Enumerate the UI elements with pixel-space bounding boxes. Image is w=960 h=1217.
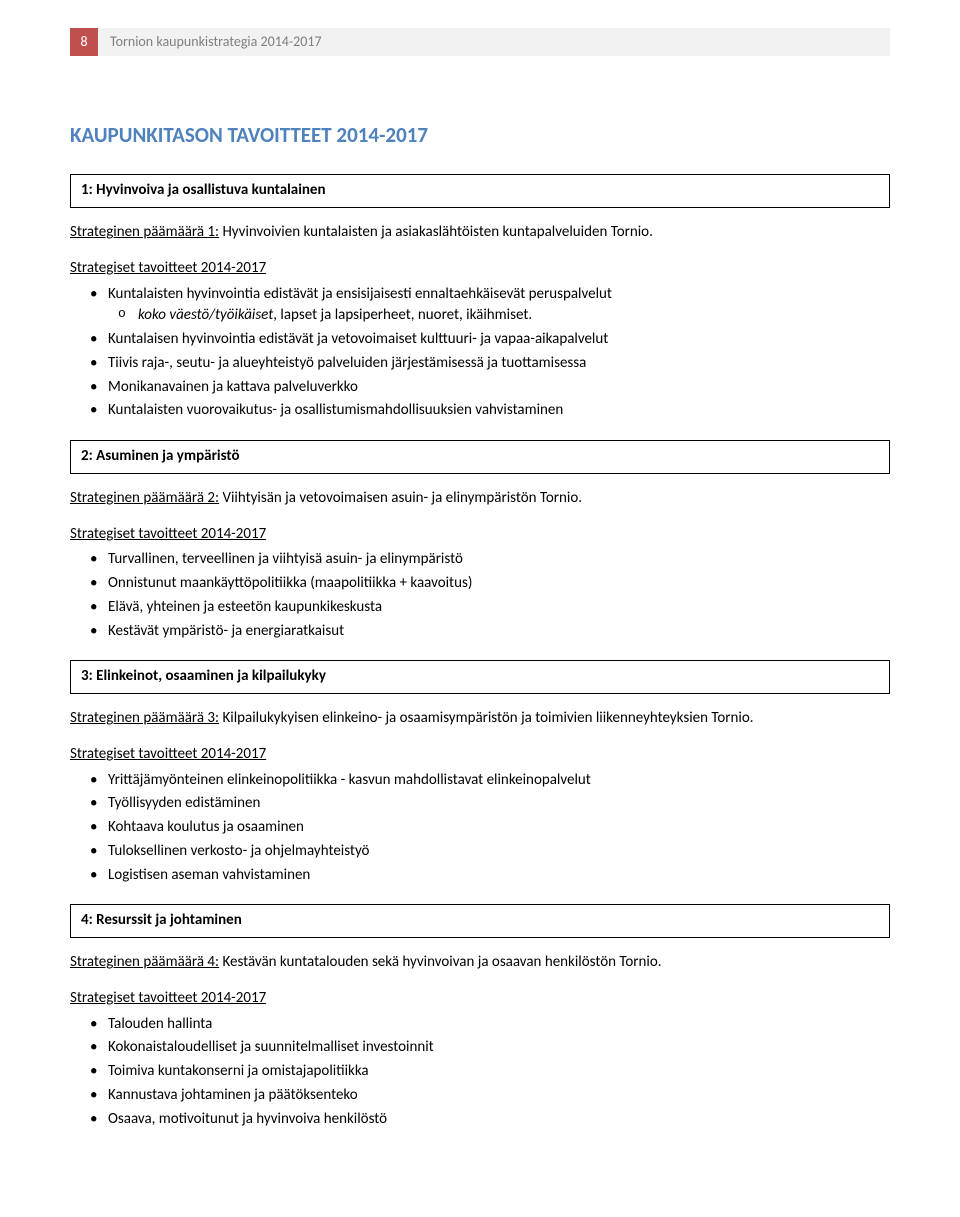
list-item: Osaava, motivoitunut ja hyvinvoiva henki… bbox=[108, 1109, 890, 1131]
list-heading-3: Strategiset tavoitteet 2014-2017 bbox=[70, 744, 890, 766]
list-item: Elävä, yhteinen ja esteetön kaupunkikesk… bbox=[108, 597, 890, 619]
list-item: Työllisyyden edistäminen bbox=[108, 793, 890, 815]
list-heading-4: Strategiset tavoitteet 2014-2017 bbox=[70, 988, 890, 1010]
list-item: Kuntalaisten hyvinvointia edistävät ja e… bbox=[108, 284, 890, 328]
section-box-1: 1: Hyvinvoiva ja osallistuva kuntalainen bbox=[70, 174, 890, 208]
strategic-goal-1: Strateginen päämäärä 1: Hyvinvoivien kun… bbox=[70, 222, 890, 244]
list-heading-1: Strategiset tavoitteet 2014-2017 bbox=[70, 258, 890, 280]
list-item: Kohtaava koulutus ja osaaminen bbox=[108, 817, 890, 839]
document-page: 8 Tornion kaupunkistrategia 2014-2017 KA… bbox=[0, 0, 960, 1198]
list-item: Kestävät ympäristö- ja energiaratkaisut bbox=[108, 621, 890, 643]
bullet-list-4: Talouden hallinta Kokonaistaloudelliset … bbox=[70, 1014, 890, 1131]
sub-bullet-italic: koko väestö/työikäiset bbox=[138, 306, 273, 324]
goal-prefix: Strateginen päämäärä 4: bbox=[70, 953, 219, 971]
strategic-goal-4: Strateginen päämäärä 4: Kestävän kuntata… bbox=[70, 952, 890, 974]
list-item: Kannustava johtaminen ja päätöksenteko bbox=[108, 1085, 890, 1107]
page-content: KAUPUNKITASON TAVOITTEET 2014-2017 1: Hy… bbox=[70, 120, 890, 1130]
strategic-goal-3: Strateginen päämäärä 3: Kilpailukykyisen… bbox=[70, 708, 890, 730]
list-item: Onnistunut maankäyttöpolitiikka (maapoli… bbox=[108, 573, 890, 595]
bullet-list-2: Turvallinen, terveellinen ja viihtyisä a… bbox=[70, 549, 890, 642]
list-item: Toimiva kuntakonserni ja omistajapolitii… bbox=[108, 1061, 890, 1083]
sub-list-item: koko väestö/työikäiset, lapset ja lapsip… bbox=[138, 305, 890, 327]
list-item: Kuntalaisten vuorovaikutus- ja osallistu… bbox=[108, 400, 890, 422]
page-header: 8 Tornion kaupunkistrategia 2014-2017 bbox=[70, 28, 890, 56]
goal-prefix: Strateginen päämäärä 3: bbox=[70, 709, 219, 727]
section-box-3: 3: Elinkeinot, osaaminen ja kilpailukyky bbox=[70, 660, 890, 694]
goal-text: Kestävän kuntatalouden sekä hyvinvoivan … bbox=[219, 953, 662, 971]
section-box-2: 2: Asuminen ja ympäristö bbox=[70, 440, 890, 474]
goal-text: Viihtyisän ja vetovoimaisen asuin- ja el… bbox=[219, 489, 582, 507]
sub-bullet-list: koko väestö/työikäiset, lapset ja lapsip… bbox=[108, 305, 890, 327]
goal-prefix: Strateginen päämäärä 2: bbox=[70, 489, 219, 507]
bullet-text: Kuntalaisten hyvinvointia edistävät ja e… bbox=[108, 285, 612, 303]
bullet-list-1: Kuntalaisten hyvinvointia edistävät ja e… bbox=[70, 284, 890, 423]
document-title-strip: Tornion kaupunkistrategia 2014-2017 bbox=[98, 28, 890, 56]
main-heading: KAUPUNKITASON TAVOITTEET 2014-2017 bbox=[70, 120, 890, 150]
section-box-4: 4: Resurssit ja johtaminen bbox=[70, 904, 890, 938]
goal-prefix: Strateginen päämäärä 1: bbox=[70, 223, 219, 241]
list-item: Logistisen aseman vahvistaminen bbox=[108, 865, 890, 887]
goal-text: Hyvinvoivien kuntalaisten ja asiakasläht… bbox=[219, 223, 653, 241]
list-item: Talouden hallinta bbox=[108, 1014, 890, 1036]
list-item: Kuntalaisen hyvinvointia edistävät ja ve… bbox=[108, 329, 890, 351]
list-item: Yrittäjämyönteinen elinkeinopolitiikka -… bbox=[108, 770, 890, 792]
bullet-list-3: Yrittäjämyönteinen elinkeinopolitiikka -… bbox=[70, 770, 890, 887]
strategic-goal-2: Strateginen päämäärä 2: Viihtyisän ja ve… bbox=[70, 488, 890, 510]
goal-text: Kilpailukykyisen elinkeino- ja osaamisym… bbox=[219, 709, 753, 727]
list-heading-2: Strategiset tavoitteet 2014-2017 bbox=[70, 524, 890, 546]
list-item: Tuloksellinen verkosto- ja ohjelmayhteis… bbox=[108, 841, 890, 863]
page-number-badge: 8 bbox=[70, 28, 98, 56]
list-item: Monikanavainen ja kattava palveluverkko bbox=[108, 377, 890, 399]
list-item: Kokonaistaloudelliset ja suunnitelmallis… bbox=[108, 1037, 890, 1059]
list-item: Tiivis raja-, seutu- ja alueyhteistyö pa… bbox=[108, 353, 890, 375]
list-item: Turvallinen, terveellinen ja viihtyisä a… bbox=[108, 549, 890, 571]
